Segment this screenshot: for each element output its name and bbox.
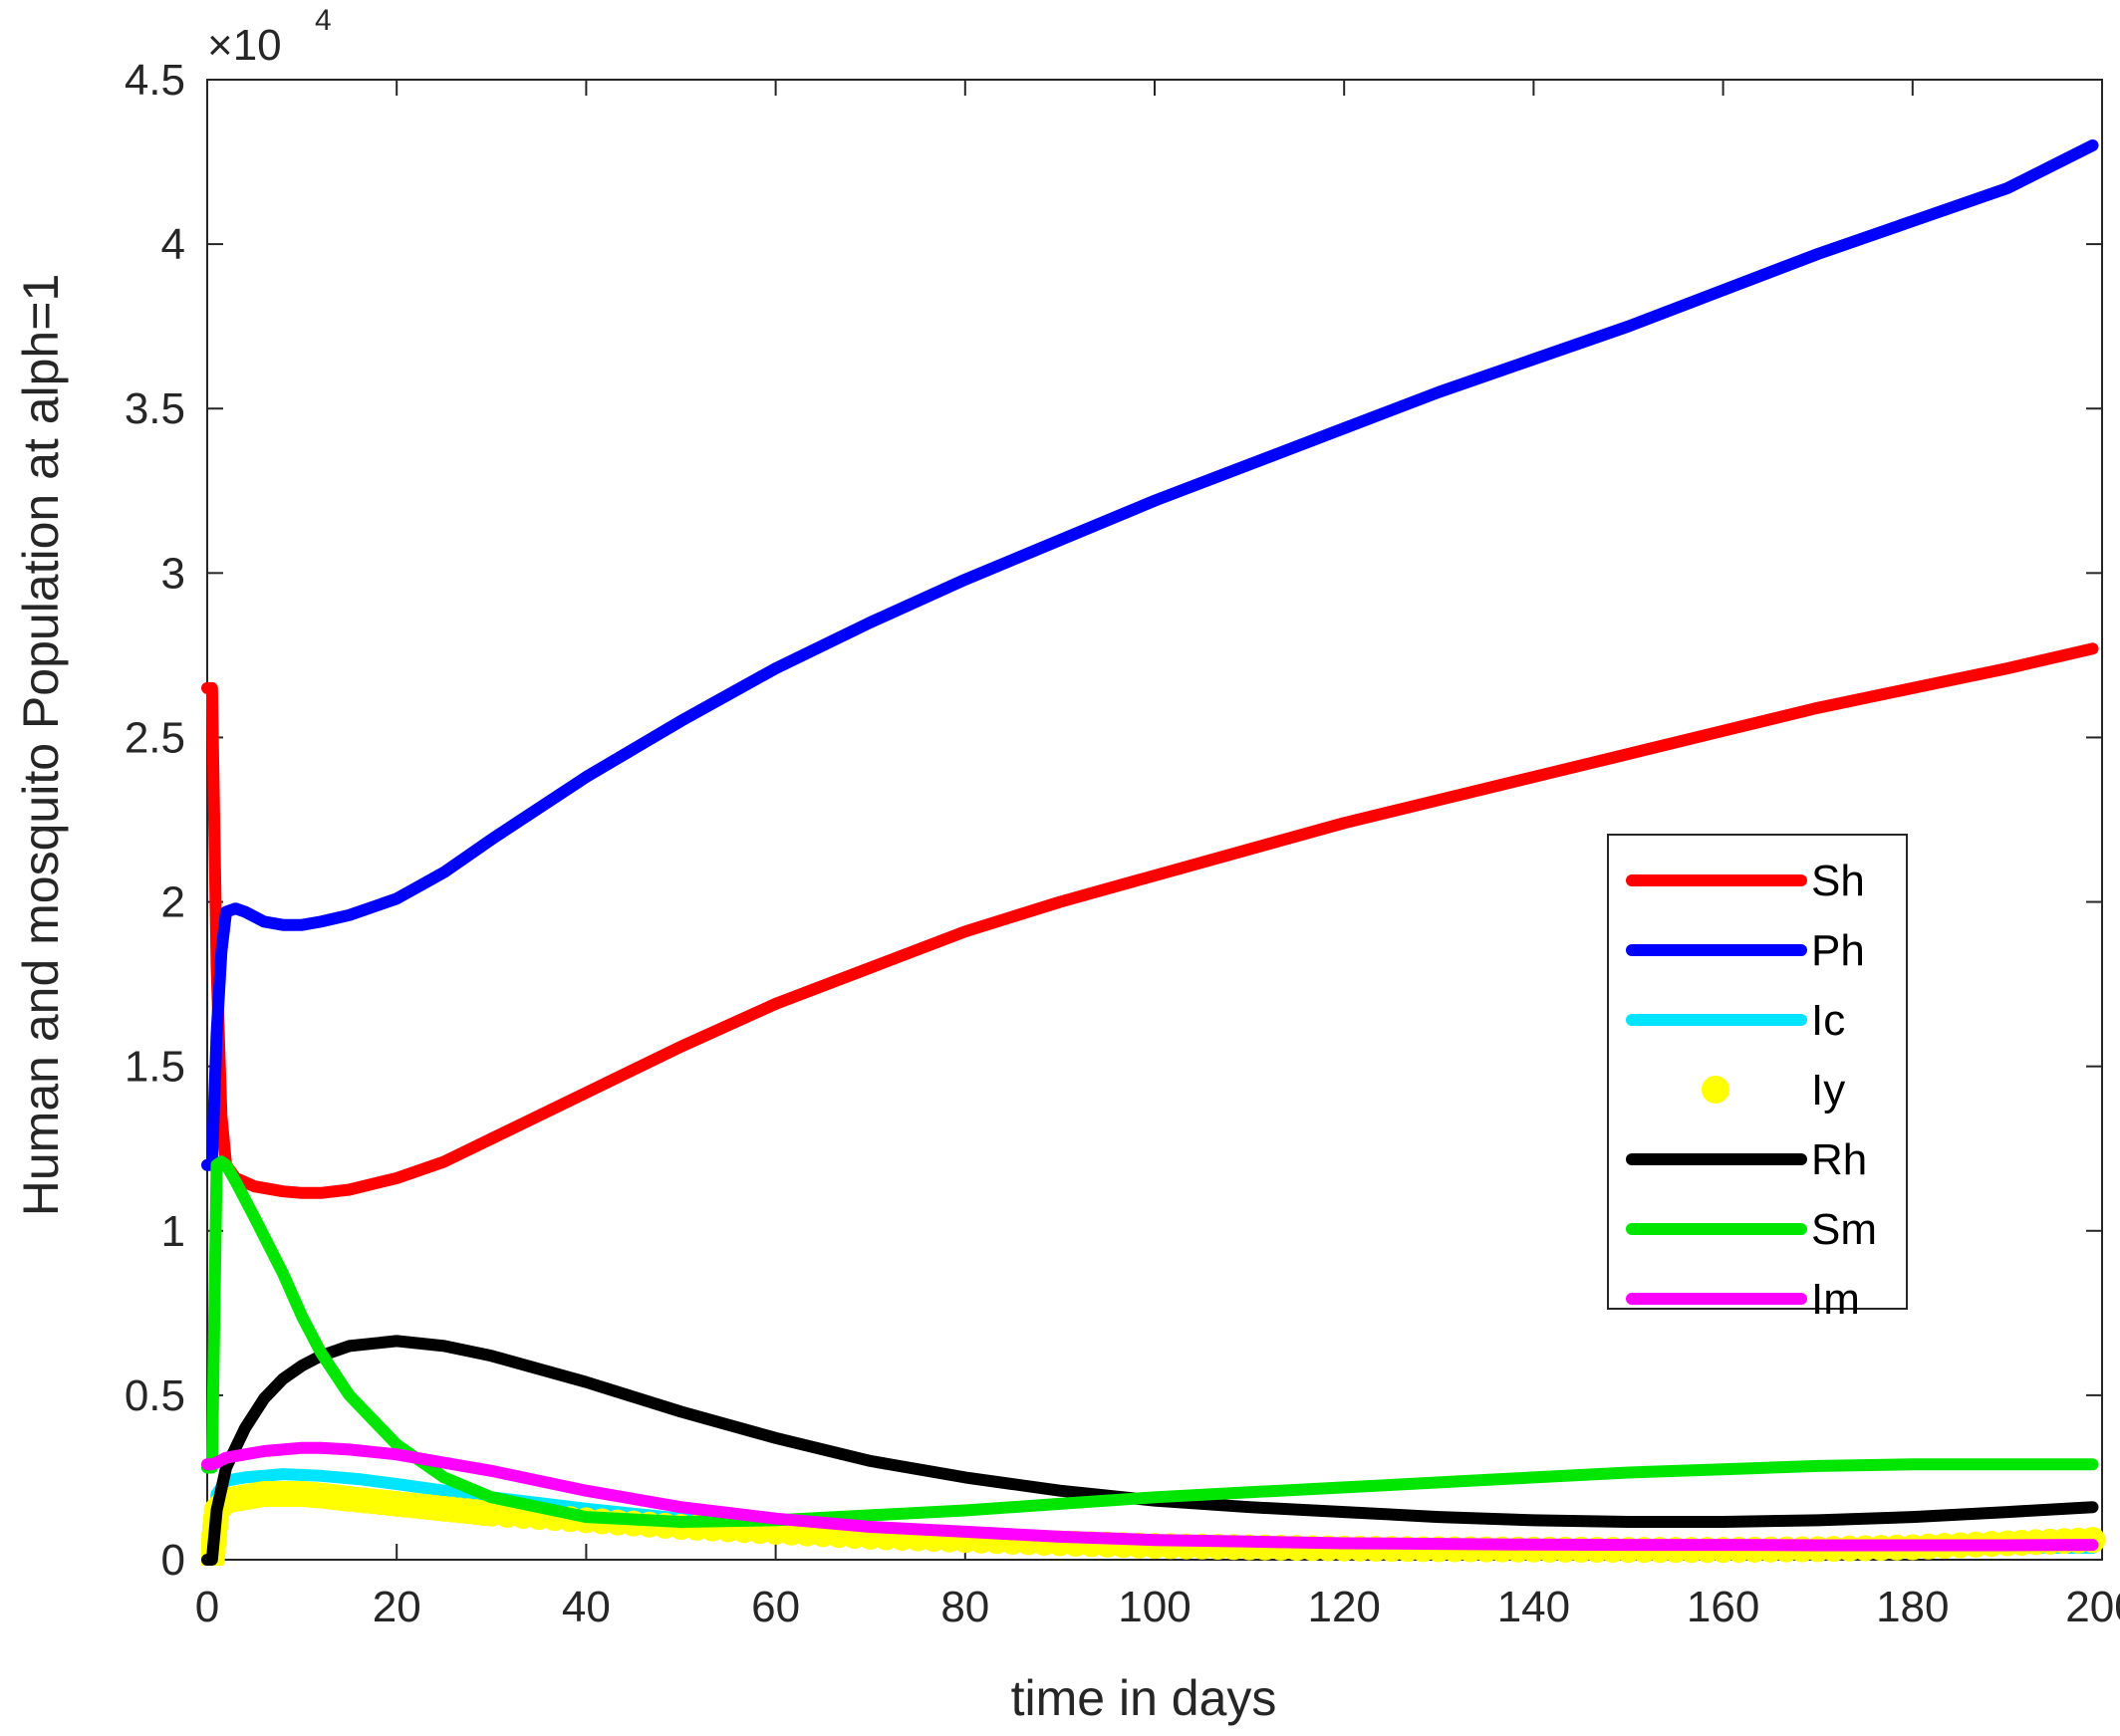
- x-tick-label: 40: [562, 1583, 611, 1631]
- y-axis-label: Human and mosquito Population at alph=1: [13, 274, 69, 1216]
- legend-item-sm: Sm: [1626, 1205, 1877, 1254]
- x-tick-label: 200: [2065, 1583, 2120, 1631]
- legend-label-rh: Rh: [1811, 1135, 1867, 1184]
- x-tick-label: 180: [1876, 1583, 1949, 1631]
- legend-swatch-iy: [1702, 1076, 1729, 1104]
- y-axis-exponent: ×10 4: [207, 4, 332, 70]
- y-tick-label: 3.5: [125, 384, 185, 433]
- legend-label-ic: Ic: [1811, 996, 1845, 1045]
- legend-label-sm: Sm: [1811, 1205, 1877, 1254]
- y-tick-label: 0: [161, 1536, 185, 1585]
- x-tick-label: 120: [1307, 1583, 1380, 1631]
- legend-item-ph: Ph: [1626, 926, 1865, 975]
- y-tick-label: 2.5: [125, 713, 185, 762]
- legend-item-iy: Iy: [1702, 1066, 1845, 1115]
- y-tick-label: 1: [161, 1207, 185, 1256]
- legend-item-rh: Rh: [1626, 1135, 1867, 1184]
- legend-item-ic: Ic: [1626, 996, 1845, 1045]
- x-tick-label: 160: [1687, 1583, 1759, 1631]
- series-ph-line: [201, 139, 2099, 1171]
- series-rh-line: [201, 1335, 2099, 1566]
- y-axis-exponent-power: 4: [315, 4, 332, 37]
- y-tick-label: 4: [161, 220, 185, 269]
- legend-label-ph: Ph: [1811, 926, 1865, 975]
- y-tick-label: 0.5: [125, 1371, 185, 1420]
- x-tick-label: 0: [195, 1583, 219, 1631]
- x-tick-label: 20: [373, 1583, 421, 1631]
- y-tick-label: 4.5: [125, 56, 185, 105]
- legend-item-im: Im: [1626, 1275, 1860, 1324]
- series-im-line: [201, 1441, 2099, 1552]
- y-tick-label: 2: [161, 878, 185, 927]
- x-tick-label: 80: [940, 1583, 989, 1631]
- legend-label-iy: Iy: [1811, 1066, 1845, 1115]
- y-tick-label: 1.5: [125, 1043, 185, 1092]
- legend-label-sh: Sh: [1811, 857, 1865, 905]
- x-tick-label: 140: [1497, 1583, 1570, 1631]
- x-axis-label: time in days: [1011, 1670, 1277, 1726]
- x-tick-label: 100: [1118, 1583, 1191, 1631]
- legend-label-im: Im: [1811, 1275, 1860, 1324]
- series-sm-line: [201, 1155, 2099, 1528]
- y-axis-exponent-base: ×10: [207, 21, 282, 70]
- x-tick-label: 60: [751, 1583, 800, 1631]
- y-tick-label: 3: [161, 549, 185, 598]
- legend-item-sh: Sh: [1626, 857, 1865, 905]
